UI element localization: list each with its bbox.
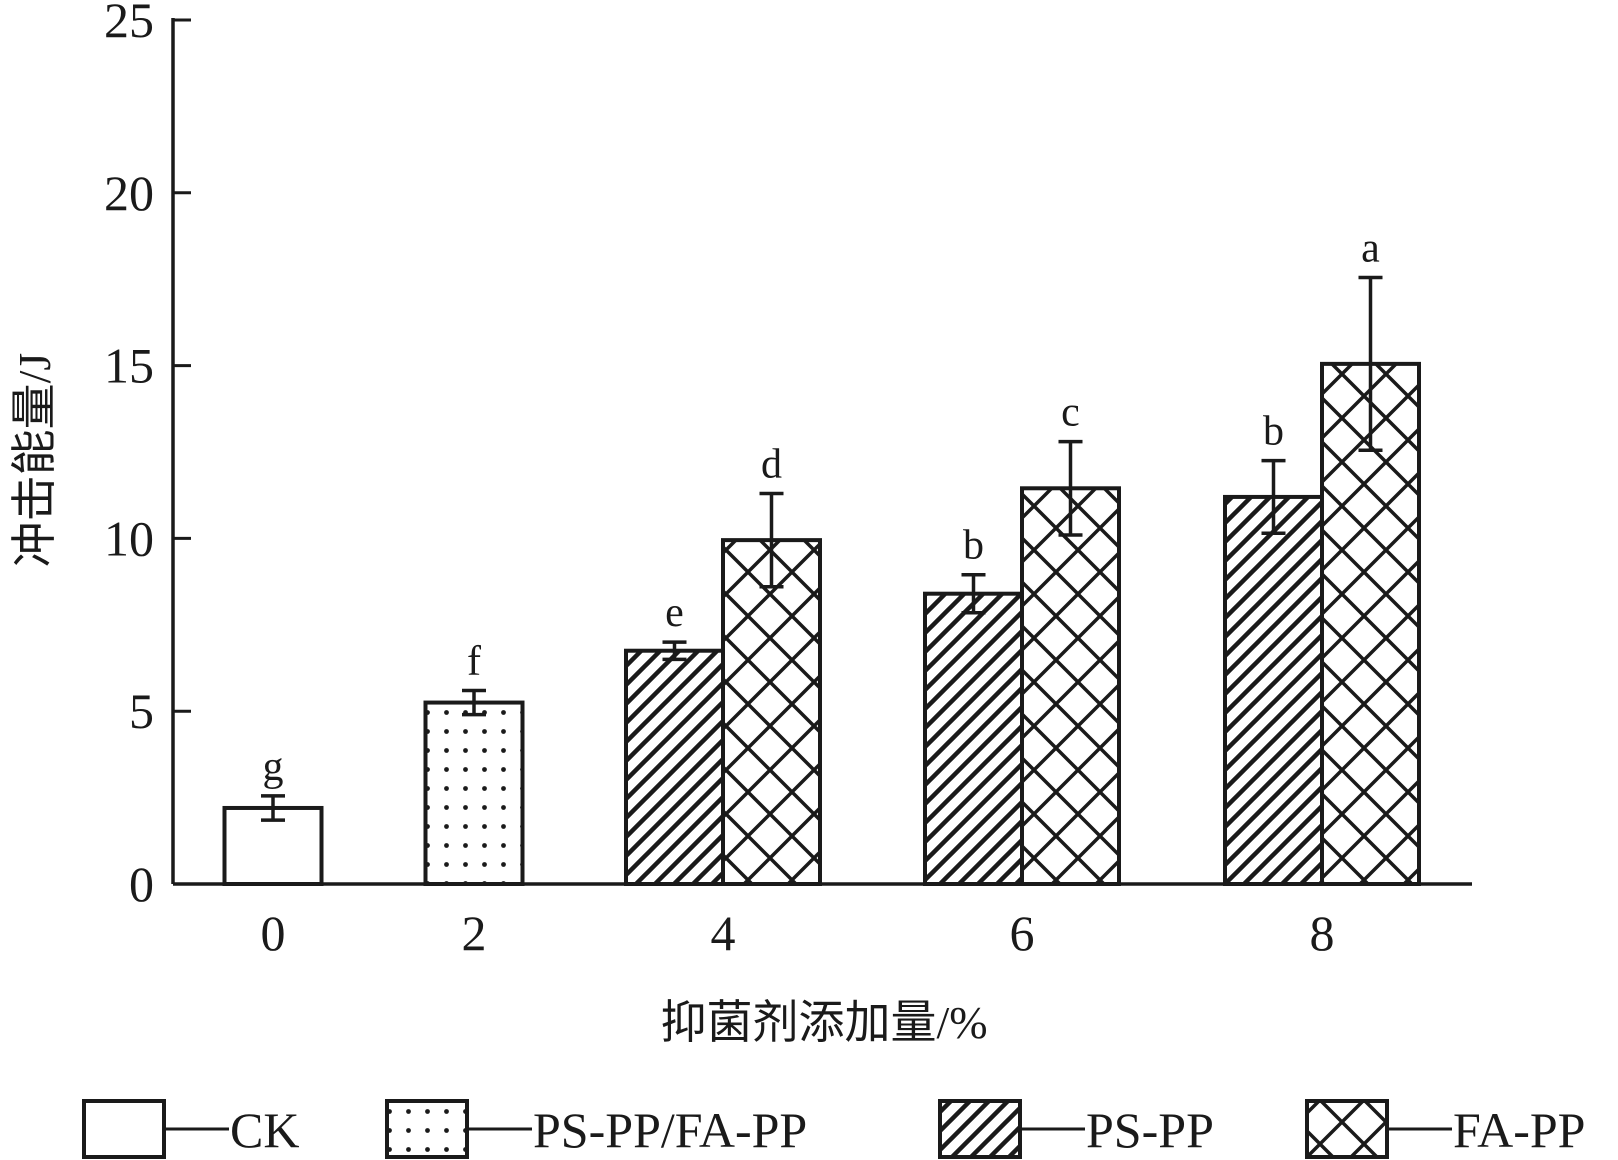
y-tick-label: 0 bbox=[129, 856, 154, 912]
bar-fa-pp-6 bbox=[1020, 486, 1121, 886]
x-tick-label: 8 bbox=[1310, 905, 1335, 961]
x-tick-label: 4 bbox=[711, 905, 736, 961]
legend-label: CK bbox=[230, 1102, 299, 1158]
significance-label: g bbox=[263, 744, 284, 790]
y-axis-title: 冲击能量/J bbox=[9, 353, 60, 568]
significance-label: f bbox=[467, 638, 481, 684]
bar-ps-pp-fa-pp-2 bbox=[423, 700, 525, 886]
significance-label: b bbox=[1263, 409, 1284, 455]
bar-fa-pp-4 bbox=[721, 538, 822, 886]
legend-item-ps-pp-fa-pp: PS-PP/FA-PP bbox=[385, 1099, 807, 1159]
significance-label: b bbox=[963, 523, 984, 569]
x-tick-label: 2 bbox=[462, 905, 487, 961]
x-tick-label: 6 bbox=[1010, 905, 1035, 961]
bar-ps-pp-6 bbox=[923, 591, 1024, 886]
legend-item-ps-pp: PS-PP bbox=[938, 1099, 1214, 1159]
legend-label: FA-PP bbox=[1453, 1102, 1585, 1158]
legend-swatch bbox=[1305, 1099, 1389, 1159]
significance-label: e bbox=[665, 590, 684, 636]
legend-item-ck: CK bbox=[82, 1099, 299, 1159]
significance-label: c bbox=[1061, 390, 1080, 436]
x-tick-label: 0 bbox=[261, 905, 286, 961]
legend: CK PS-PP/FA-PP PS-PP FA-PP bbox=[82, 1099, 1585, 1159]
bars: g f e d b c b a bbox=[222, 225, 1421, 887]
bar-ps-pp-8 bbox=[1223, 494, 1324, 886]
bar-ps-pp-4 bbox=[624, 648, 725, 886]
significance-label: a bbox=[1361, 225, 1380, 271]
y-tick-label: 15 bbox=[104, 338, 154, 394]
legend-item-fa-pp: FA-PP bbox=[1305, 1099, 1585, 1159]
y-tick-label: 5 bbox=[129, 683, 154, 739]
legend-label: PS-PP/FA-PP bbox=[533, 1102, 807, 1158]
legend-swatch bbox=[385, 1099, 469, 1159]
legend-swatch bbox=[938, 1099, 1022, 1159]
x-axis-title: 抑菌剂添加量/% bbox=[660, 997, 987, 1048]
y-tick-label: 10 bbox=[104, 510, 154, 566]
y-ticks: 0 5 10 15 20 25 bbox=[104, 0, 191, 912]
legend-label: PS-PP bbox=[1086, 1102, 1214, 1158]
y-tick-label: 20 bbox=[104, 165, 154, 221]
significance-label: d bbox=[761, 441, 782, 487]
y-tick-label: 25 bbox=[104, 0, 154, 48]
legend-swatch bbox=[82, 1099, 166, 1159]
